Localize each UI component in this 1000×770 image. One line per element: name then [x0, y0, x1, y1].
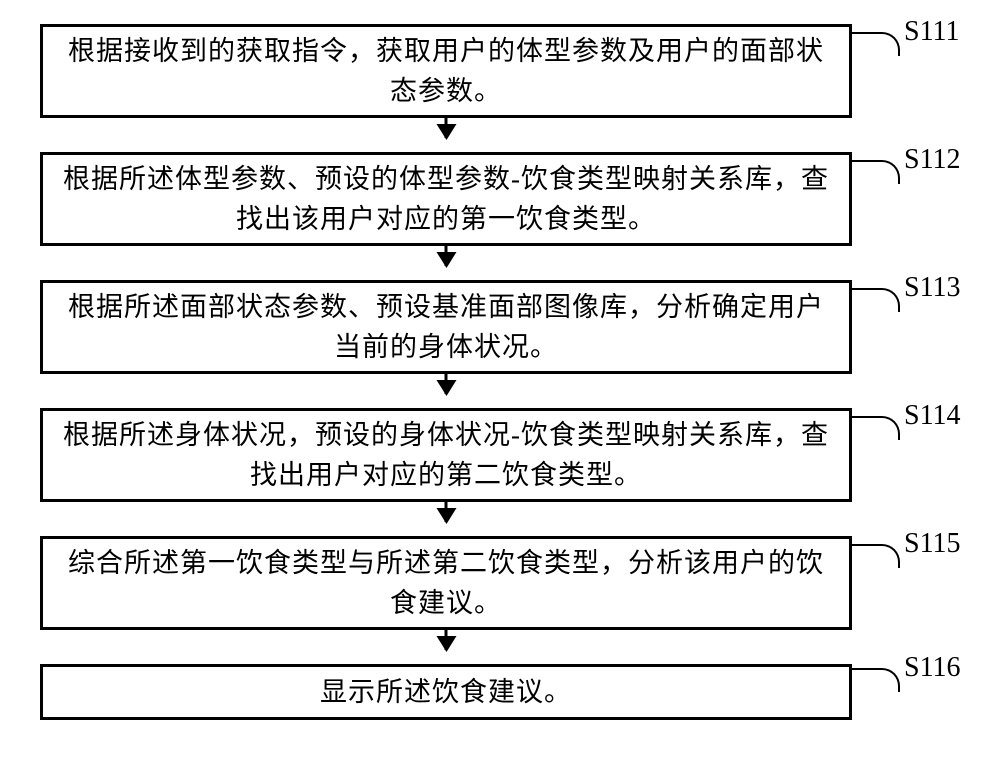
- connector-S114: [852, 416, 900, 440]
- connector-S112: [852, 160, 900, 184]
- arrow-5: [445, 630, 448, 650]
- arrow-1: [445, 118, 448, 138]
- step-label-S116: S116: [904, 652, 961, 684]
- step-box-S112: 根据所述体型参数、预设的体型参数-饮食类型映射关系库，查找出该用户对应的第一饮食…: [40, 152, 852, 246]
- step-box-S115: 综合所述第一饮食类型与所述第二饮食类型，分析该用户的饮食建议。: [40, 536, 852, 630]
- step-box-S114: 根据所述身体状况，预设的身体状况-饮食类型映射关系库，查找出用户对应的第二饮食类…: [40, 408, 852, 502]
- step-label-S112: S112: [904, 144, 961, 176]
- arrow-3: [445, 374, 448, 394]
- step-box-S116: 显示所述饮食建议。: [40, 664, 852, 720]
- flowchart-canvas: 根据接收到的获取指令，获取用户的体型参数及用户的面部状态参数。 S111 根据所述体…: [0, 0, 1000, 770]
- arrow-4: [445, 502, 448, 522]
- step-text-S112: 根据所述体型参数、预设的体型参数-饮食类型映射关系库，查找出该用户对应的第一饮食…: [63, 159, 829, 240]
- connector-S113: [852, 288, 900, 312]
- step-label-S111: S111: [904, 16, 960, 48]
- step-text-S115: 综合所述第一饮食类型与所述第二饮食类型，分析该用户的饮食建议。: [63, 543, 829, 624]
- step-label-S115: S115: [904, 528, 961, 560]
- arrow-2: [445, 246, 448, 266]
- step-box-S111: 根据接收到的获取指令，获取用户的体型参数及用户的面部状态参数。: [40, 24, 852, 118]
- connector-S115: [852, 544, 900, 568]
- connector-S116: [852, 668, 900, 692]
- connector-S111: [852, 32, 900, 56]
- step-text-S113: 根据所述面部状态参数、预设基准面部图像库，分析确定用户当前的身体状况。: [63, 287, 829, 368]
- step-text-S114: 根据所述身体状况，预设的身体状况-饮食类型映射关系库，查找出用户对应的第二饮食类…: [63, 415, 829, 496]
- step-label-S114: S114: [904, 400, 961, 432]
- step-box-S113: 根据所述面部状态参数、预设基准面部图像库，分析确定用户当前的身体状况。: [40, 280, 852, 374]
- step-text-S111: 根据接收到的获取指令，获取用户的体型参数及用户的面部状态参数。: [63, 31, 829, 112]
- step-text-S116: 显示所述饮食建议。: [320, 672, 572, 713]
- step-label-S113: S113: [904, 272, 961, 304]
